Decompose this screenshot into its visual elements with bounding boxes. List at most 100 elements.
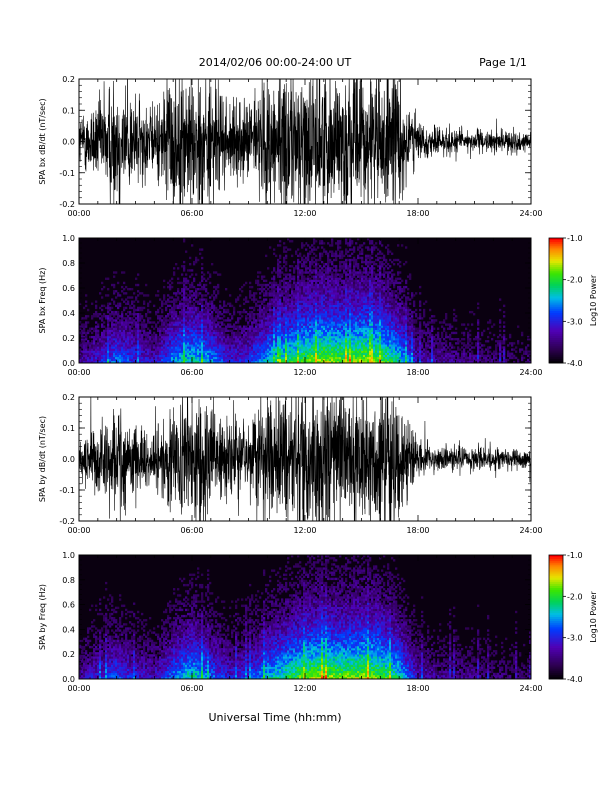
spectrogram-cell [309, 313, 312, 316]
spectrogram-cell [109, 358, 112, 362]
spectrogram-cell [305, 323, 308, 326]
spectrogram-cell [261, 313, 264, 316]
spectrogram-cell [291, 321, 294, 324]
spectrogram-cell [291, 290, 294, 293]
spectrogram-cell [201, 323, 204, 326]
spectrogram-cell [289, 325, 292, 328]
spectrogram-cell [347, 244, 350, 247]
spectrogram-cell [185, 279, 188, 283]
spectrogram-cell [315, 288, 318, 291]
spectrogram-cell [335, 265, 338, 268]
spectrogram-cell [319, 288, 322, 291]
spectrogram-cell [299, 254, 302, 258]
spectrogram-cell [345, 335, 348, 339]
spectrogram-cell [297, 271, 300, 274]
spectrogram-cell [175, 358, 178, 362]
spectrogram-cell [197, 354, 200, 358]
spectrogram-cell [305, 281, 308, 285]
spectrogram-cell [351, 248, 354, 251]
spectrogram-cell [249, 329, 252, 333]
spectrogram-cell [189, 342, 192, 345]
y-tick-label: 0.0 [62, 138, 75, 147]
spectrogram-cell [291, 333, 294, 337]
spectrogram-cell [261, 300, 264, 303]
spectrogram-cell [353, 346, 356, 349]
spectrogram-cell [327, 294, 330, 297]
spectrogram-cell [189, 300, 192, 303]
spectrogram-cell [199, 323, 202, 326]
spectrogram-cell [159, 340, 162, 343]
spectrogram-cell [211, 333, 214, 337]
spectrogram-cell [341, 333, 344, 337]
spectrogram-cell [217, 308, 220, 312]
spectrogram-cell [153, 327, 156, 330]
spectrogram-cell [179, 348, 182, 351]
spectrogram-cell [163, 329, 166, 333]
spectrogram-cell [281, 333, 284, 337]
spectrogram-cell [115, 352, 118, 355]
spectrogram-cell [109, 352, 112, 355]
spectrogram-cell [101, 350, 104, 353]
spectrogram-cell [241, 315, 244, 318]
spectrogram-cell [131, 335, 134, 339]
spectrogram-cell [173, 352, 176, 355]
spectrogram-cell [359, 279, 362, 283]
spectrogram-cell [79, 348, 82, 351]
spectrogram-cell [149, 340, 152, 343]
spectrogram-cell [243, 346, 246, 349]
spectrogram-cell [251, 342, 254, 345]
spectrogram-cell [111, 350, 114, 353]
spectrogram-cell [223, 358, 226, 362]
spectrogram-cell [249, 344, 252, 347]
spectrogram-cell [295, 358, 298, 362]
spectrogram-cell [211, 304, 214, 308]
spectrogram-cell [93, 346, 96, 349]
spectrogram-cell [119, 344, 122, 347]
spectrogram-cell [255, 329, 258, 333]
spectrogram-cell [177, 325, 180, 328]
spectrogram-cell [97, 338, 100, 341]
spectrogram-cell [353, 327, 356, 330]
spectrogram-cell [199, 350, 202, 353]
spectrogram-cell [191, 269, 194, 272]
spectrogram-cell [287, 317, 290, 320]
spectrogram-cell [349, 348, 352, 351]
spectrogram-cell [341, 256, 344, 260]
spectrogram-cell [259, 342, 262, 345]
spectrogram-cell [315, 298, 318, 301]
spectrogram-cell [183, 340, 186, 343]
spectrogram-cell [353, 267, 356, 270]
spectrogram-cell [237, 296, 240, 299]
spectrogram-cell [197, 321, 200, 324]
spectrogram-cell [335, 317, 338, 320]
spectrogram-cell [189, 269, 192, 272]
spectrogram-cell [271, 283, 274, 287]
spectrogram-cell [133, 346, 136, 349]
x-tick-label: 06:00 [180, 209, 203, 218]
spectrogram-cell [265, 346, 268, 349]
spectrogram-cell [201, 338, 204, 341]
spectrogram-cell [195, 310, 198, 314]
spectrogram-cell [175, 298, 178, 301]
spectrogram-cell [349, 360, 352, 364]
spectrogram-cell [79, 327, 82, 330]
spectrogram-cell [289, 321, 292, 324]
spectrogram-cell [291, 325, 294, 328]
spectrogram-cell [357, 317, 360, 320]
spectrogram-cell [235, 356, 238, 360]
spectrogram-cell [139, 354, 142, 358]
spectrogram-cell [143, 340, 146, 343]
spectrogram-cell [321, 288, 324, 291]
spectrogram-cell [275, 288, 278, 291]
spectrogram-cell [85, 356, 88, 360]
spectrogram-cell [289, 358, 292, 362]
spectrogram-cell [323, 292, 326, 295]
spectrogram-cell [167, 335, 170, 339]
spectrogram-cell [309, 356, 312, 360]
spectrogram-cell [247, 329, 250, 333]
spectrogram-cell [125, 306, 128, 310]
spectrogram-cell [189, 317, 192, 320]
spectrogram-cell [129, 296, 132, 299]
spectrogram-cell [245, 315, 248, 318]
spectrogram-cell [357, 292, 360, 295]
